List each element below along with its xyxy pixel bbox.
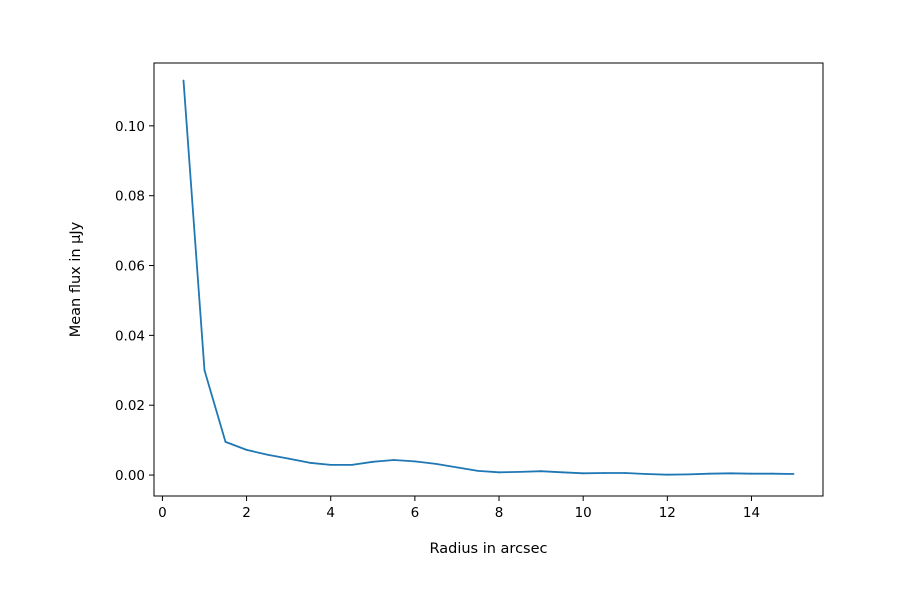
y-tick-label: 0.10 — [115, 119, 145, 135]
data-points — [182, 79, 795, 476]
data-point — [771, 472, 774, 475]
data-point — [456, 466, 458, 469]
y-tick-label: 0.02 — [115, 398, 145, 414]
x-tick-label: 0 — [158, 505, 167, 521]
data-point — [792, 473, 795, 475]
data-point — [266, 453, 269, 456]
data-point — [435, 463, 437, 465]
x-tick-label: 2 — [242, 505, 251, 521]
data-point — [561, 471, 563, 474]
data-point — [224, 441, 227, 443]
x-tick-label: 4 — [326, 505, 335, 521]
x-tick-label: 14 — [743, 505, 760, 521]
data-point — [245, 449, 248, 451]
data-point — [392, 459, 395, 461]
data-point — [582, 472, 585, 475]
data-point — [182, 79, 185, 82]
data-point — [371, 460, 374, 463]
data-point — [603, 472, 606, 474]
data-point — [729, 472, 732, 475]
data-point — [498, 471, 500, 474]
data-point — [308, 461, 311, 464]
y-tick-label: 0.08 — [115, 189, 145, 205]
data-point — [624, 472, 627, 474]
x-tick-label: 8 — [495, 505, 504, 521]
y-tick-label: 0.00 — [115, 468, 145, 484]
data-point — [519, 471, 521, 473]
x-tick-label: 6 — [411, 505, 420, 521]
data-point — [540, 470, 542, 473]
data-point — [477, 470, 479, 472]
data-point — [414, 460, 416, 463]
data-point — [708, 472, 711, 475]
data-point — [750, 472, 753, 475]
data-point — [666, 473, 669, 476]
plot-area-frame — [153, 62, 824, 497]
data-point — [350, 464, 353, 466]
series-line — [182, 80, 794, 476]
data-point — [687, 473, 690, 476]
y-axis-ticks: 0.00 0.02 0.04 0.06 0.08 0.10 — [115, 119, 154, 484]
y-tick-label: 0.06 — [115, 259, 145, 275]
x-tick-label: 12 — [659, 505, 676, 521]
x-tick-label: 10 — [575, 505, 592, 521]
data-point — [645, 473, 648, 475]
x-axis-label: Radius in arcsec — [429, 541, 547, 557]
y-axis-label: Mean flux in μJy — [68, 221, 84, 337]
x-axis-ticks: 0 2 4 6 8 10 12 14 — [158, 496, 760, 521]
data-point — [287, 457, 290, 460]
data-point — [329, 464, 332, 466]
data-point — [203, 369, 206, 372]
y-tick-label: 0.04 — [115, 328, 145, 344]
